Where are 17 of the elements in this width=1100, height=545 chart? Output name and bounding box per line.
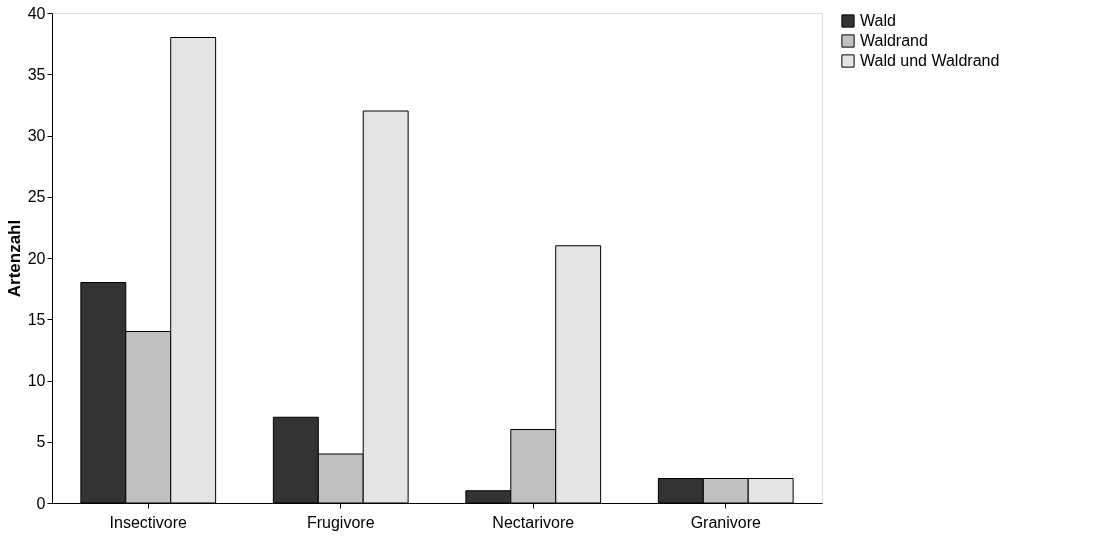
y-tick-label: 15 (27, 310, 46, 328)
y-tick-label: 40 (27, 4, 46, 22)
x-tick-label: Nectarivore (492, 513, 575, 531)
legend-label: Waldrand (860, 32, 928, 49)
legend-label: Wald und Waldrand (860, 52, 1000, 69)
y-tick-label: 10 (27, 372, 46, 389)
y-tick-label: 35 (27, 65, 46, 83)
x-tick-label: Granivore (690, 513, 761, 531)
y-tick-label: 5 (36, 433, 46, 451)
y-tick-label: 25 (27, 188, 46, 206)
x-tick-label: Insectivore (109, 513, 188, 531)
y-tick-label: 30 (27, 127, 46, 144)
x-tick-label: Frugivore (306, 513, 375, 531)
y-tick-label: 0 (36, 494, 46, 512)
legend-label: Wald (860, 12, 896, 29)
y-axis-title: Artenzahl (4, 219, 24, 298)
y-tick-label: 20 (27, 249, 46, 267)
